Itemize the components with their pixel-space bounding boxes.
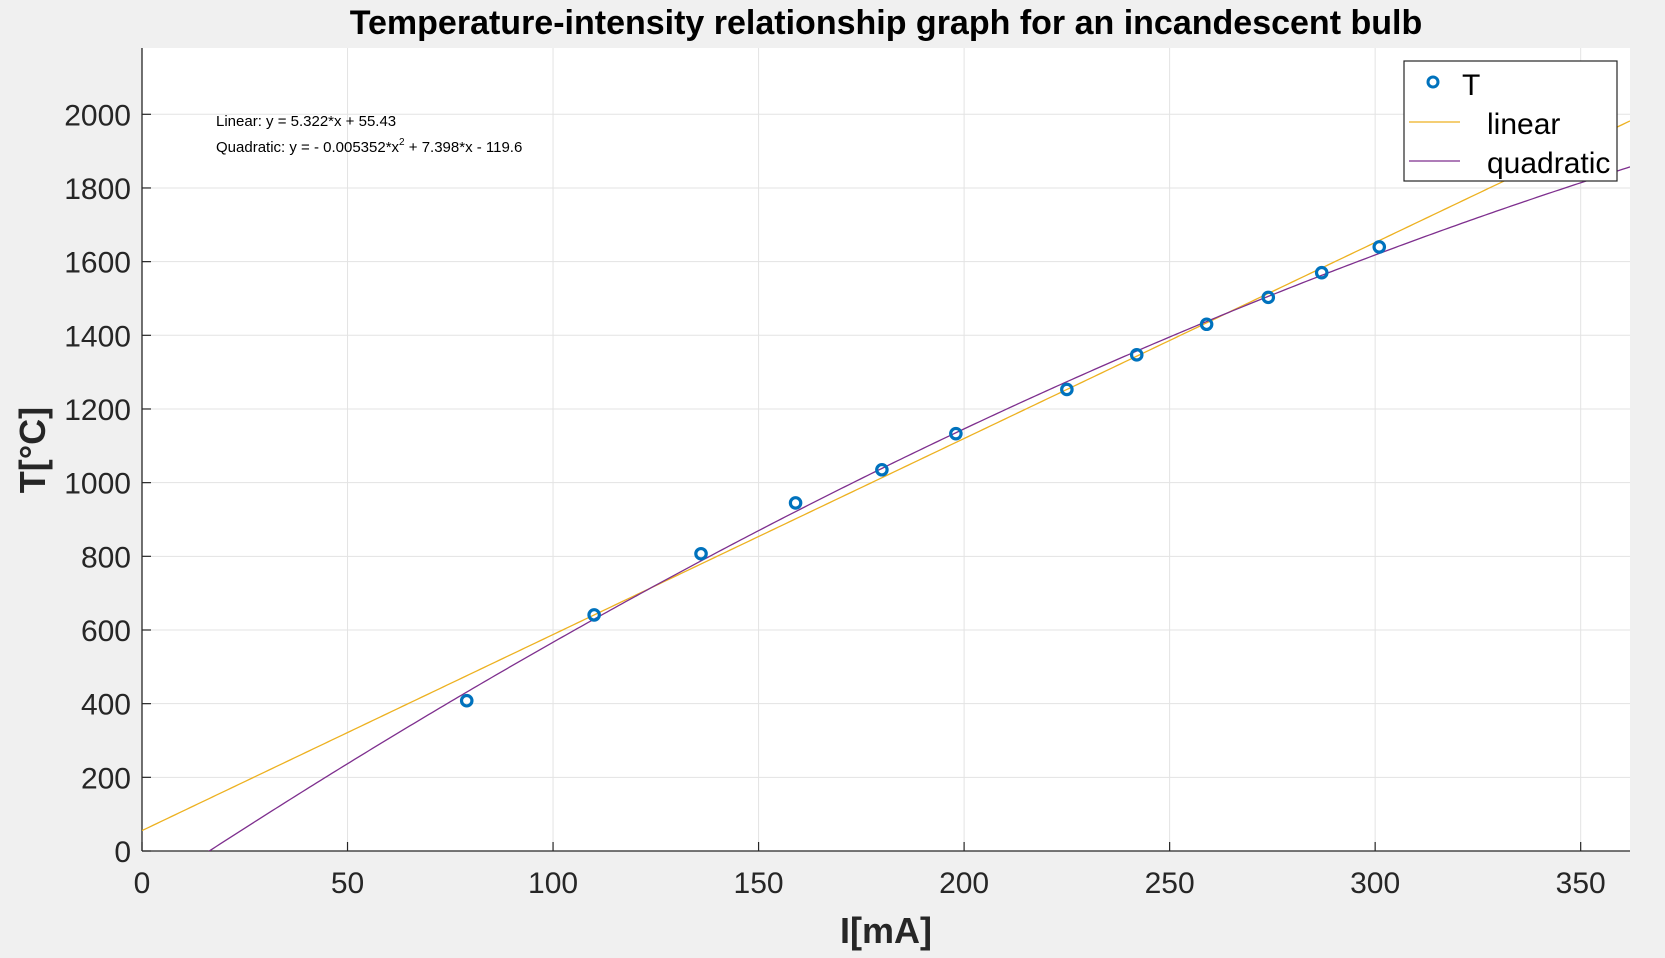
x-tick-label: 300 (1350, 867, 1400, 900)
data-point (694, 546, 708, 561)
x-tick-label: 150 (734, 867, 784, 900)
series-line-linear (142, 120, 1630, 832)
y-axis-label: T[°C] (12, 407, 53, 493)
data-point (1261, 290, 1276, 305)
axis-ticks: 0 50 100 150 200 250 300 350 0 200 400 600 800 1000 12… (64, 99, 1605, 900)
y-tick-label: 1400 (64, 320, 131, 353)
legend-label-linear: linear (1487, 108, 1560, 141)
legend-box (1403, 60, 1618, 182)
x-tick-label: 250 (1145, 867, 1195, 900)
legend-label-quadratic: quadratic (1487, 147, 1610, 180)
x-tick-label: 50 (331, 867, 364, 900)
quadratic-fit-annotation-main: Quadratic: y = - 0.005352*x (216, 139, 400, 156)
y-tick-label: 400 (81, 689, 131, 722)
legend-marker-t (1426, 75, 1440, 89)
quadratic-fit-annotation-exponent: 2 (399, 137, 405, 148)
x-axis-label: I[mA] (840, 910, 932, 951)
data-point (587, 608, 601, 622)
y-tick-label: 800 (81, 541, 131, 574)
y-tick-label: 1600 (64, 247, 131, 280)
y-tick-label: 2000 (64, 99, 131, 132)
y-tick-label: 200 (81, 762, 131, 795)
data-markers (459, 240, 1387, 708)
legend[interactable]: T linear quadratic (1403, 60, 1618, 182)
data-point (949, 426, 963, 441)
x-tick-label: 200 (939, 867, 989, 900)
plot-area (142, 48, 1630, 851)
quadratic-fit-annotation: Quadratic: y = - 0.005352*x2 + 7.398*x -… (216, 137, 522, 156)
linear-fit-annotation: Linear: y = 5.322*x + 55.43 (216, 113, 396, 130)
y-tick-label: 1000 (64, 468, 131, 501)
y-tick-label: 600 (81, 615, 131, 648)
x-tick-label: 100 (528, 867, 578, 900)
x-tick-label: 0 (134, 867, 151, 900)
data-point (1372, 240, 1387, 254)
data-point (1060, 382, 1074, 397)
data-point (1314, 265, 1329, 280)
data-point (875, 462, 889, 477)
x-tick-label: 350 (1556, 867, 1606, 900)
legend-label-t: T (1462, 69, 1480, 102)
y-tick-label: 1800 (64, 173, 131, 206)
data-point (459, 693, 474, 708)
chart-title: Temperature-intensity relationship graph… (350, 4, 1422, 42)
quadratic-fit-annotation-tail: + 7.398*x - 119.6 (405, 139, 523, 156)
y-tick-label: 0 (114, 836, 131, 869)
y-tick-label: 1200 (64, 394, 131, 427)
data-point (1129, 348, 1144, 362)
data-point (1199, 317, 1214, 332)
data-point (788, 496, 803, 510)
